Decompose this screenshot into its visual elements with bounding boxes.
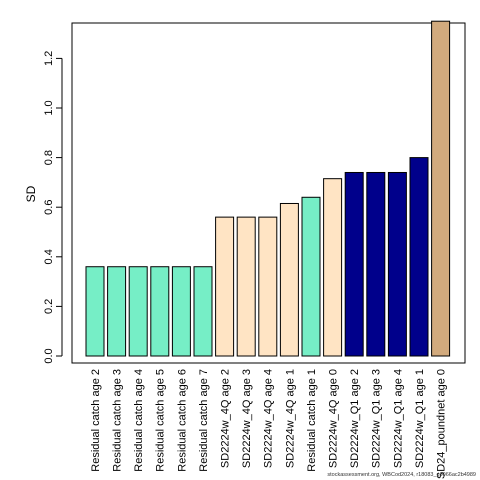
- x-tick-label: SD2224w_Q1 age 4: [392, 369, 404, 468]
- bar: [279, 202, 299, 357]
- bar: [258, 216, 278, 357]
- bar: [301, 196, 321, 357]
- x-tick-label: SD2224w_Q1 age 1: [414, 369, 426, 468]
- y-tick-label: 1.0: [43, 100, 55, 115]
- bar: [344, 171, 364, 357]
- bar: [387, 171, 407, 357]
- x-tick-label: Residual catch age 3: [111, 369, 123, 472]
- x-tick-label: Residual catch age 6: [176, 369, 188, 472]
- x-tick-label: SD2224w_4Q age 4: [263, 369, 275, 468]
- x-tick-label: SD2224w_4Q age 2: [219, 369, 231, 468]
- x-tick-label: Residual catch age 4: [133, 369, 145, 472]
- x-tick-label: SD2224w_4Q age 3: [241, 369, 253, 468]
- y-tick-label: 0.6: [43, 200, 55, 215]
- y-tick-label: 0.8: [43, 150, 55, 165]
- bar: [366, 171, 386, 357]
- x-tick-label: Residual catch age 1: [306, 369, 318, 472]
- bar: [193, 266, 213, 357]
- y-axis: 0.0 0.2 0.4 0.6 0.8 1.0 1.2: [43, 51, 63, 364]
- bar: [150, 266, 170, 357]
- bar: [215, 216, 235, 357]
- bar: [409, 157, 429, 357]
- x-tick-label: SD2224w_4Q age 0: [327, 369, 339, 468]
- bar: [107, 266, 127, 357]
- x-tick-label: SD2224w_4Q age 1: [284, 369, 296, 468]
- x-tick-label: Residual catch age 7: [198, 369, 210, 472]
- bar: [128, 266, 148, 357]
- y-tick-label: 0.2: [43, 299, 55, 314]
- bar: [431, 20, 451, 357]
- x-tick-label: SD24_poundnet age 0: [435, 369, 447, 479]
- x-tick-label: Residual catch age 2: [90, 369, 102, 472]
- bar: [171, 266, 191, 357]
- plot-frame: [71, 22, 466, 364]
- bar: [85, 266, 105, 357]
- bar: [236, 216, 256, 357]
- x-tick-label: Residual catch age 5: [155, 369, 167, 472]
- x-tick-label: SD2224w_Q1 age 3: [371, 369, 383, 468]
- bars: [85, 20, 451, 357]
- y-tick-label: 0.4: [43, 249, 55, 264]
- footer-note: stockassessment.org, WBCod2024, r18083_g…: [327, 472, 476, 478]
- y-tick-label: 1.2: [43, 51, 55, 66]
- x-axis-labels: Residual catch age 2 Residual catch age 3…: [90, 369, 448, 479]
- bar: [323, 178, 343, 357]
- x-tick-label: SD2224w_Q1 age 2: [349, 369, 361, 468]
- y-axis-label: SD: [24, 185, 38, 202]
- y-tick-label: 0.0: [43, 348, 55, 363]
